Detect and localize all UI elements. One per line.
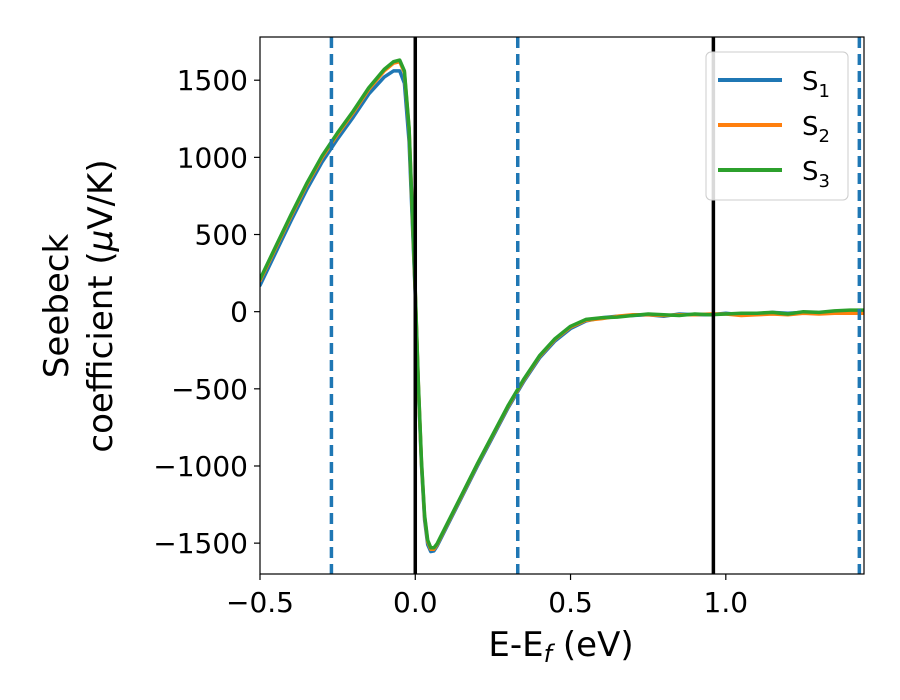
y-tick-label: −1000 [153,450,248,483]
y-axis-label: Seebeck coefficient (μV/K) [37,159,121,452]
y-tick-label: −500 [171,373,248,406]
plot-frame [259,36,865,575]
ticks-layer: −0.5 0.0 0.5 1.0 −1500 −1000 −500 0 500 1000 1500 [153,64,748,619]
series-layer [260,58,864,554]
series-line-s3 [260,58,864,550]
y-tick-label: −1500 [153,527,248,560]
y-axis-label-line2: coefficient (μV/K) [81,159,121,452]
x-tick-label: 0.0 [393,586,438,619]
y-tick-label: 1000 [177,141,248,174]
axes-frame [259,36,865,575]
y-tick-label: 500 [195,219,248,252]
x-tick-label: −0.5 [226,586,294,619]
y-tick-label: 1500 [177,64,248,97]
legend-label-s3: S3 [802,157,830,192]
legend-label-s2: S2 [802,112,830,147]
legend: S1 S2 S3 [705,51,849,201]
x-tick-label: 0.5 [548,586,593,619]
legend-label-s1: S1 [802,67,830,102]
x-tick-label: 1.0 [704,586,749,619]
x-axis-label: E-Ef (eV) [488,625,633,668]
y-tick-label: 0 [230,296,248,329]
y-axis-label-line1: Seebeck [37,234,77,379]
